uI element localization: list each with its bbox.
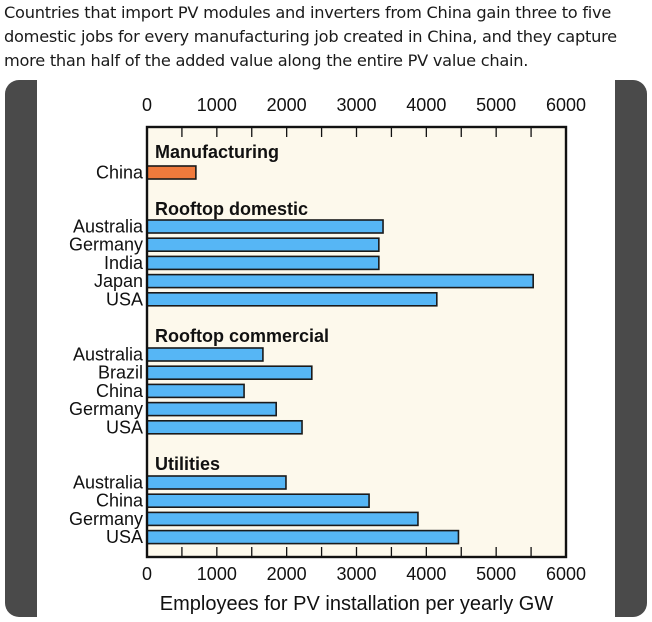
x-tick-label-top: 5000 — [476, 95, 516, 115]
category-label: India — [104, 253, 144, 273]
x-tick-label-top: 2000 — [267, 95, 307, 115]
category-label: China — [96, 491, 144, 511]
category-label: China — [96, 381, 144, 401]
bar — [146, 291, 438, 307]
bar — [146, 383, 245, 399]
group-label: Manufacturing — [155, 142, 279, 162]
category-label: China — [96, 163, 144, 183]
category-label: USA — [106, 417, 143, 437]
x-tick-label-bottom: 0 — [142, 564, 152, 584]
bar — [146, 529, 460, 545]
bar — [146, 273, 534, 289]
bar — [146, 511, 419, 527]
category-label: Australia — [73, 473, 144, 493]
category-label: Brazil — [98, 363, 143, 383]
x-tick-label-top: 3000 — [336, 95, 376, 115]
x-tick-label-bottom: 6000 — [546, 564, 586, 584]
bar — [146, 475, 287, 490]
bar — [146, 347, 264, 362]
group-label: Rooftop commercial — [155, 326, 329, 346]
x-tick-label-bottom: 1000 — [197, 564, 237, 584]
bar — [146, 365, 313, 381]
category-label: USA — [106, 289, 143, 309]
group-label: Rooftop domestic — [155, 199, 308, 219]
category-label: Australia — [73, 217, 144, 237]
bar — [146, 401, 277, 417]
x-tick-label-bottom: 5000 — [476, 564, 516, 584]
bar — [146, 165, 197, 180]
x-tick-label-top: 6000 — [546, 95, 586, 115]
category-label: Japan — [94, 271, 143, 291]
x-tick-label-bottom: 4000 — [406, 564, 446, 584]
bar — [146, 219, 384, 234]
post-caption: Countries that import PV modules and inv… — [4, 3, 617, 70]
x-axis-title: Employees for PV installation per yearly… — [160, 593, 554, 615]
x-tick-label-bottom: 3000 — [336, 564, 376, 584]
bar — [146, 255, 380, 271]
category-label: Germany — [69, 235, 143, 255]
bar — [146, 493, 370, 509]
bar — [146, 237, 380, 252]
category-label: Germany — [69, 399, 143, 419]
x-tick-label-top: 1000 — [197, 95, 237, 115]
bar — [146, 419, 303, 435]
category-label: Australia — [73, 345, 144, 365]
category-label: USA — [106, 527, 143, 547]
x-tick-label-top: 4000 — [406, 95, 446, 115]
group-label: Utilities — [155, 454, 220, 474]
x-tick-label-top: 0 — [142, 95, 152, 115]
plot-frame — [145, 125, 568, 559]
category-label: Germany — [69, 509, 143, 529]
x-tick-label-bottom: 2000 — [267, 564, 307, 584]
